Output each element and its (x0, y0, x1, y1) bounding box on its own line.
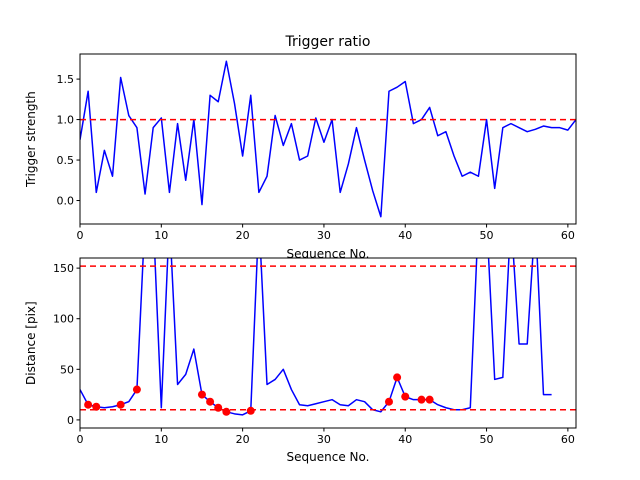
svg-text:20: 20 (236, 229, 250, 242)
svg-text:40: 40 (398, 229, 412, 242)
svg-text:20: 20 (236, 433, 250, 446)
svg-text:60: 60 (561, 229, 575, 242)
svg-text:10: 10 (154, 229, 168, 242)
chart-title: Trigger ratio (285, 34, 371, 50)
svg-text:50: 50 (480, 229, 494, 242)
svg-text:100: 100 (53, 313, 74, 326)
svg-text:0: 0 (77, 433, 84, 446)
bottom-y-axis-label: Distance [pix] (24, 301, 38, 385)
svg-text:0: 0 (67, 414, 74, 427)
svg-text:0.0: 0.0 (57, 195, 75, 208)
svg-text:50: 50 (480, 433, 494, 446)
svg-text:150: 150 (53, 262, 74, 275)
svg-text:40: 40 (398, 433, 412, 446)
svg-text:10: 10 (154, 433, 168, 446)
svg-text:0: 0 (77, 229, 84, 242)
svg-text:1.5: 1.5 (57, 73, 75, 86)
bottom-x-axis-label: Sequence No. (286, 450, 370, 464)
svg-text:1.0: 1.0 (57, 114, 75, 127)
svg-text:60: 60 (561, 433, 575, 446)
svg-text:30: 30 (317, 229, 331, 242)
top-y-axis-label: Trigger strength (24, 91, 38, 187)
svg-text:50: 50 (60, 363, 74, 376)
svg-text:30: 30 (317, 433, 331, 446)
svg-text:0.5: 0.5 (57, 154, 75, 167)
